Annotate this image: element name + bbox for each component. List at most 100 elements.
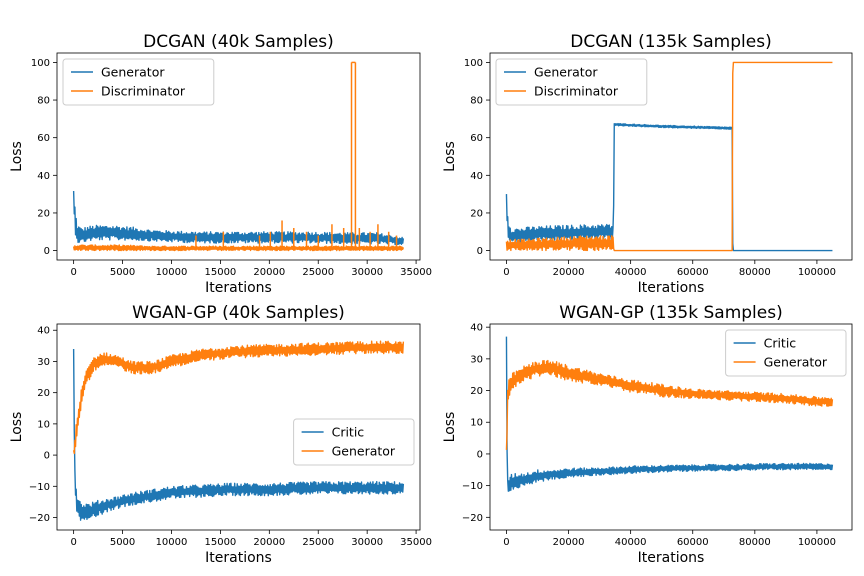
y-tick-label: 20 xyxy=(470,386,483,397)
chart-4: 0 20000 40000 60000 80000 100000 −20 −10 0 10 20 30… xyxy=(442,303,853,566)
x-tick-label: 20000 xyxy=(253,267,285,278)
x-tick-label: 35000 xyxy=(400,267,432,278)
x-tick-label: 10000 xyxy=(156,267,188,278)
series-line-generator xyxy=(505,359,834,450)
legend-label: Critic xyxy=(332,425,365,440)
y-tick-label: 0 xyxy=(477,449,483,460)
x-tick-label: 40000 xyxy=(615,267,647,278)
legend: Critic Generator xyxy=(293,418,415,466)
legend-box xyxy=(62,58,215,106)
series-line-critic xyxy=(505,336,834,492)
y-tick-label: 10 xyxy=(37,419,50,430)
series-line-discriminator xyxy=(72,244,405,252)
y-tick-label: 20 xyxy=(470,208,483,219)
x-tick-label: 20000 xyxy=(553,537,585,548)
legend-label: Generator xyxy=(332,444,396,459)
axes-frame xyxy=(489,52,853,261)
x-axis-label: Iterations xyxy=(638,550,705,566)
legend-label: Discriminator xyxy=(101,84,186,99)
x-tick-label: 15000 xyxy=(204,267,236,278)
legend-label: Generator xyxy=(764,355,828,370)
y-tick-label: −10 xyxy=(29,482,50,493)
y-tick-label: −10 xyxy=(462,481,483,492)
y-tick-label: 30 xyxy=(470,354,483,365)
x-tick-label: 0 xyxy=(503,267,509,278)
series-line-generator xyxy=(505,122,833,252)
x-tick-label: 35000 xyxy=(400,537,432,548)
series-line-discriminator xyxy=(505,61,833,252)
x-tick-label: 25000 xyxy=(302,267,334,278)
chart-title: WGAN-GP (40k Samples) xyxy=(132,303,345,323)
legend-box xyxy=(495,58,648,106)
chart-2: 0 20000 40000 60000 80000 100000 0 20 40 60 80 100 D… xyxy=(442,32,853,296)
plot-area xyxy=(72,340,405,521)
y-tick-label: 40 xyxy=(37,326,50,337)
x-tick-label: 0 xyxy=(70,267,76,278)
y-tick-label: 60 xyxy=(37,133,50,144)
chart-1: 0 5000 10000 15000 20000 25000 30000 35000 0 20 40… xyxy=(9,32,432,296)
x-tick-label: 60000 xyxy=(677,267,709,278)
legend-label: Generator xyxy=(101,65,165,80)
axes-frame xyxy=(489,323,853,531)
legend: Critic Generator xyxy=(725,329,847,377)
x-tick-label: 0 xyxy=(503,537,509,548)
x-axis-label: Iterations xyxy=(205,280,272,296)
y-axis-label: Loss xyxy=(442,412,458,443)
legend-label: Generator xyxy=(534,65,598,80)
x-tick-label: 0 xyxy=(70,537,76,548)
y-tick-label: 100 xyxy=(464,58,483,69)
y-tick-label: 10 xyxy=(470,418,483,429)
series-line-generator xyxy=(72,191,405,246)
y-tick-label: 80 xyxy=(470,96,483,107)
series-line-critic xyxy=(72,348,405,521)
x-tick-label: 20000 xyxy=(553,267,585,278)
x-tick-label: 15000 xyxy=(204,537,236,548)
y-axis-label: Loss xyxy=(9,141,25,172)
y-tick-label: 20 xyxy=(37,208,50,219)
x-tick-label: 40000 xyxy=(615,537,647,548)
y-axis-label: Loss xyxy=(9,412,25,443)
y-tick-label: 40 xyxy=(37,171,50,182)
x-axis-label: Iterations xyxy=(638,280,705,296)
axes-frame xyxy=(56,323,421,531)
x-tick-label: 5000 xyxy=(110,537,135,548)
legend: Generator Discriminator xyxy=(495,58,648,106)
y-tick-label: 100 xyxy=(31,58,50,69)
chart-3: 0 5000 10000 15000 20000 25000 30000 35000 −20 −1… xyxy=(9,303,432,566)
y-axis-label: Loss xyxy=(442,141,458,172)
chart-title: DCGAN (40k Samples) xyxy=(143,32,334,52)
plot-area xyxy=(505,61,833,252)
x-tick-label: 100000 xyxy=(798,267,836,278)
y-tick-label: −20 xyxy=(462,513,483,524)
x-tick-label: 5000 xyxy=(110,267,135,278)
x-tick-label: 100000 xyxy=(798,537,836,548)
x-tick-label: 30000 xyxy=(351,267,383,278)
legend: Generator Discriminator xyxy=(62,58,215,106)
y-tick-label: 0 xyxy=(477,246,483,257)
y-tick-label: 0 xyxy=(44,246,50,257)
x-tick-label: 80000 xyxy=(739,267,771,278)
axes-frame xyxy=(56,52,421,261)
legend-box xyxy=(725,329,847,377)
x-tick-label: 60000 xyxy=(677,537,709,548)
x-tick-label: 20000 xyxy=(253,537,285,548)
y-tick-label: 20 xyxy=(37,388,50,399)
plot-area xyxy=(72,61,405,252)
y-tick-label: 40 xyxy=(470,323,483,334)
legend-label: Critic xyxy=(764,336,797,351)
x-axis-label: Iterations xyxy=(205,550,272,566)
y-tick-label: 0 xyxy=(44,451,50,462)
x-tick-label: 25000 xyxy=(302,537,334,548)
series-line-generator xyxy=(72,340,405,455)
y-tick-label: 60 xyxy=(470,133,483,144)
plot-area xyxy=(505,336,834,492)
y-tick-label: 40 xyxy=(470,171,483,182)
legend-box xyxy=(293,418,415,466)
chart-title: WGAN-GP (135k Samples) xyxy=(559,303,782,323)
chart-title: DCGAN (135k Samples) xyxy=(570,32,771,52)
y-tick-label: −20 xyxy=(29,513,50,524)
y-tick-label: 80 xyxy=(37,96,50,107)
y-tick-label: 30 xyxy=(37,357,50,368)
x-tick-label: 80000 xyxy=(739,537,771,548)
legend-label: Discriminator xyxy=(534,84,619,99)
